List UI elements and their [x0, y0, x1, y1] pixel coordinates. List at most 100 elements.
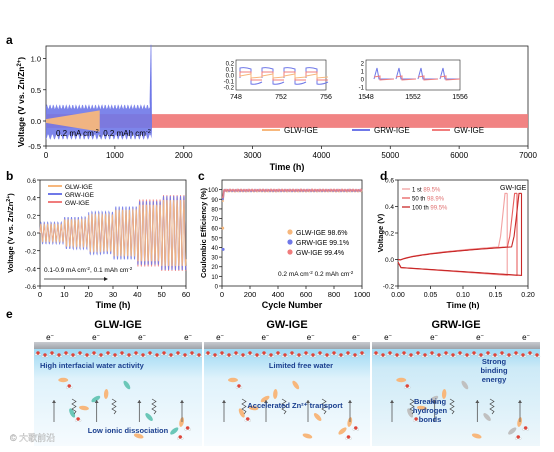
- hydrogen-atom: [139, 355, 143, 358]
- water-molecule: [400, 351, 408, 356]
- hydrogen-atom: [295, 355, 299, 358]
- hydrogen-atom: [515, 437, 518, 440]
- hydrogen-atom: [418, 353, 422, 356]
- ion-molecule: [58, 377, 69, 383]
- hydrogen-atom: [358, 353, 362, 356]
- anion-shape: [260, 395, 270, 403]
- water-molecule: [498, 351, 506, 356]
- ion-molecule: [396, 377, 407, 383]
- y-tick-label: -0.2: [383, 284, 395, 291]
- x-tick-label: 0.20: [521, 292, 535, 299]
- hydrogen-atom: [495, 355, 499, 358]
- x-tick-label: 400: [272, 290, 285, 299]
- oxygen-atom: [360, 351, 364, 355]
- transport-arrowhead: [432, 400, 437, 403]
- ion-molecule: [170, 427, 179, 435]
- oxygen-atom: [516, 435, 521, 439]
- hydrogen-atom: [111, 355, 115, 358]
- panel-letter-a: a: [6, 33, 13, 47]
- hydrogen-atom: [66, 353, 70, 356]
- hydrogen-atom: [246, 353, 250, 356]
- water-molecule: [41, 353, 49, 358]
- hydrogen-atom: [519, 437, 522, 440]
- diffusion-trace: [281, 398, 287, 415]
- x-tick-label: 1000: [106, 151, 124, 160]
- panel-letter-e: e: [6, 307, 13, 321]
- ion-molecule: [227, 377, 238, 383]
- hydrogen-atom: [316, 353, 320, 356]
- water-molecule: [515, 435, 522, 440]
- hydrogen-atom: [239, 386, 243, 389]
- hydrogen-atom: [435, 355, 439, 358]
- hydrogen-atom: [411, 355, 415, 358]
- oxygen-atom: [430, 351, 434, 355]
- water-molecule: [132, 351, 140, 356]
- hydrogen-atom: [41, 355, 45, 358]
- water-molecule: [167, 353, 175, 358]
- hydrogen-atom: [299, 355, 303, 358]
- water-molecule: [358, 351, 366, 356]
- legend-label: 1 st 89.5%: [412, 188, 441, 194]
- water-molecule: [55, 353, 63, 358]
- oxygen-atom: [414, 417, 418, 421]
- hydrogen-atom: [530, 353, 534, 356]
- ion-molecule: [302, 433, 313, 439]
- hydrogen-atom: [460, 353, 464, 356]
- hydrogen-atom: [204, 353, 208, 356]
- hydrogen-atom: [502, 353, 506, 356]
- inset-y-tick-label: 0.1: [226, 68, 235, 74]
- x-tick-label: 0: [44, 151, 49, 160]
- schematic-label-2: Breaking: [414, 397, 447, 406]
- water-molecule: [484, 351, 492, 356]
- oxygen-atom: [381, 353, 385, 357]
- hydrogen-atom: [463, 355, 467, 358]
- oxygen-atom: [241, 353, 245, 357]
- panel-c-plot: 0 200 400 600 800 10000102030405060708090100C…: [199, 179, 370, 310]
- y-tick-label: 100: [208, 188, 219, 194]
- ion-molecule: [133, 433, 144, 439]
- y-tick-label: 70: [211, 217, 218, 223]
- oxygen-atom: [106, 351, 110, 355]
- hydrogen-atom: [250, 353, 254, 356]
- water-molecule: [512, 351, 520, 356]
- condition-label: 0.2 mA cm-2 0.2 mAh cm-2: [278, 270, 354, 279]
- x-tick-label: 60: [182, 290, 190, 299]
- x-axis-label: Time (h): [96, 300, 131, 310]
- oxygen-atom: [395, 353, 399, 357]
- electron-label: e−: [261, 333, 269, 342]
- water-molecule: [352, 426, 359, 431]
- electron-label: e−: [184, 333, 192, 342]
- electron-label: e−: [430, 333, 438, 342]
- water-molecule: [428, 351, 436, 356]
- hydrogen-atom: [491, 355, 495, 358]
- water-molecule: [244, 417, 251, 422]
- zinc-electrode: [34, 342, 202, 349]
- ion-molecule: [69, 408, 76, 418]
- panel-d: d 0.00 0.05 0.10 0.15 0.20 0.6 0.4 0.2 0.0 -0.2 Ti…: [376, 169, 535, 310]
- ion-molecule: [483, 413, 491, 421]
- water-molecule: [407, 353, 415, 358]
- ion-molecule: [91, 395, 101, 403]
- transport-arrowhead: [264, 400, 268, 403]
- series-discharge-2: [397, 193, 523, 276]
- hydrogen-atom: [178, 353, 182, 356]
- hydrogen-atom: [439, 355, 443, 358]
- hydrogen-atom: [260, 353, 264, 356]
- water-molecule: [302, 351, 310, 356]
- legend-label-glw-ige: GLW-IGE: [65, 184, 93, 191]
- anion-shape: [508, 427, 517, 435]
- oxygen-atom: [472, 351, 476, 355]
- y-tick-label: 0.6: [27, 178, 36, 185]
- anion-shape: [407, 408, 414, 418]
- water-molecule: [118, 351, 126, 356]
- inset-trace-gw-ige: [373, 75, 461, 81]
- schematic-label-2: Low ionic dissociation: [88, 426, 169, 435]
- water-molecule: [69, 353, 77, 358]
- panel-a-plot: 0 1000 2000 3000 4000 5000 6000 7000 -0.5 0.0 0.5 1…: [16, 44, 537, 172]
- anion-shape: [91, 395, 101, 403]
- oxygen-atom: [423, 353, 427, 357]
- oxygen-atom: [134, 351, 138, 355]
- water-molecule: [34, 351, 42, 356]
- hydrogen-atom: [446, 353, 450, 356]
- hydrogen-atom: [38, 353, 42, 356]
